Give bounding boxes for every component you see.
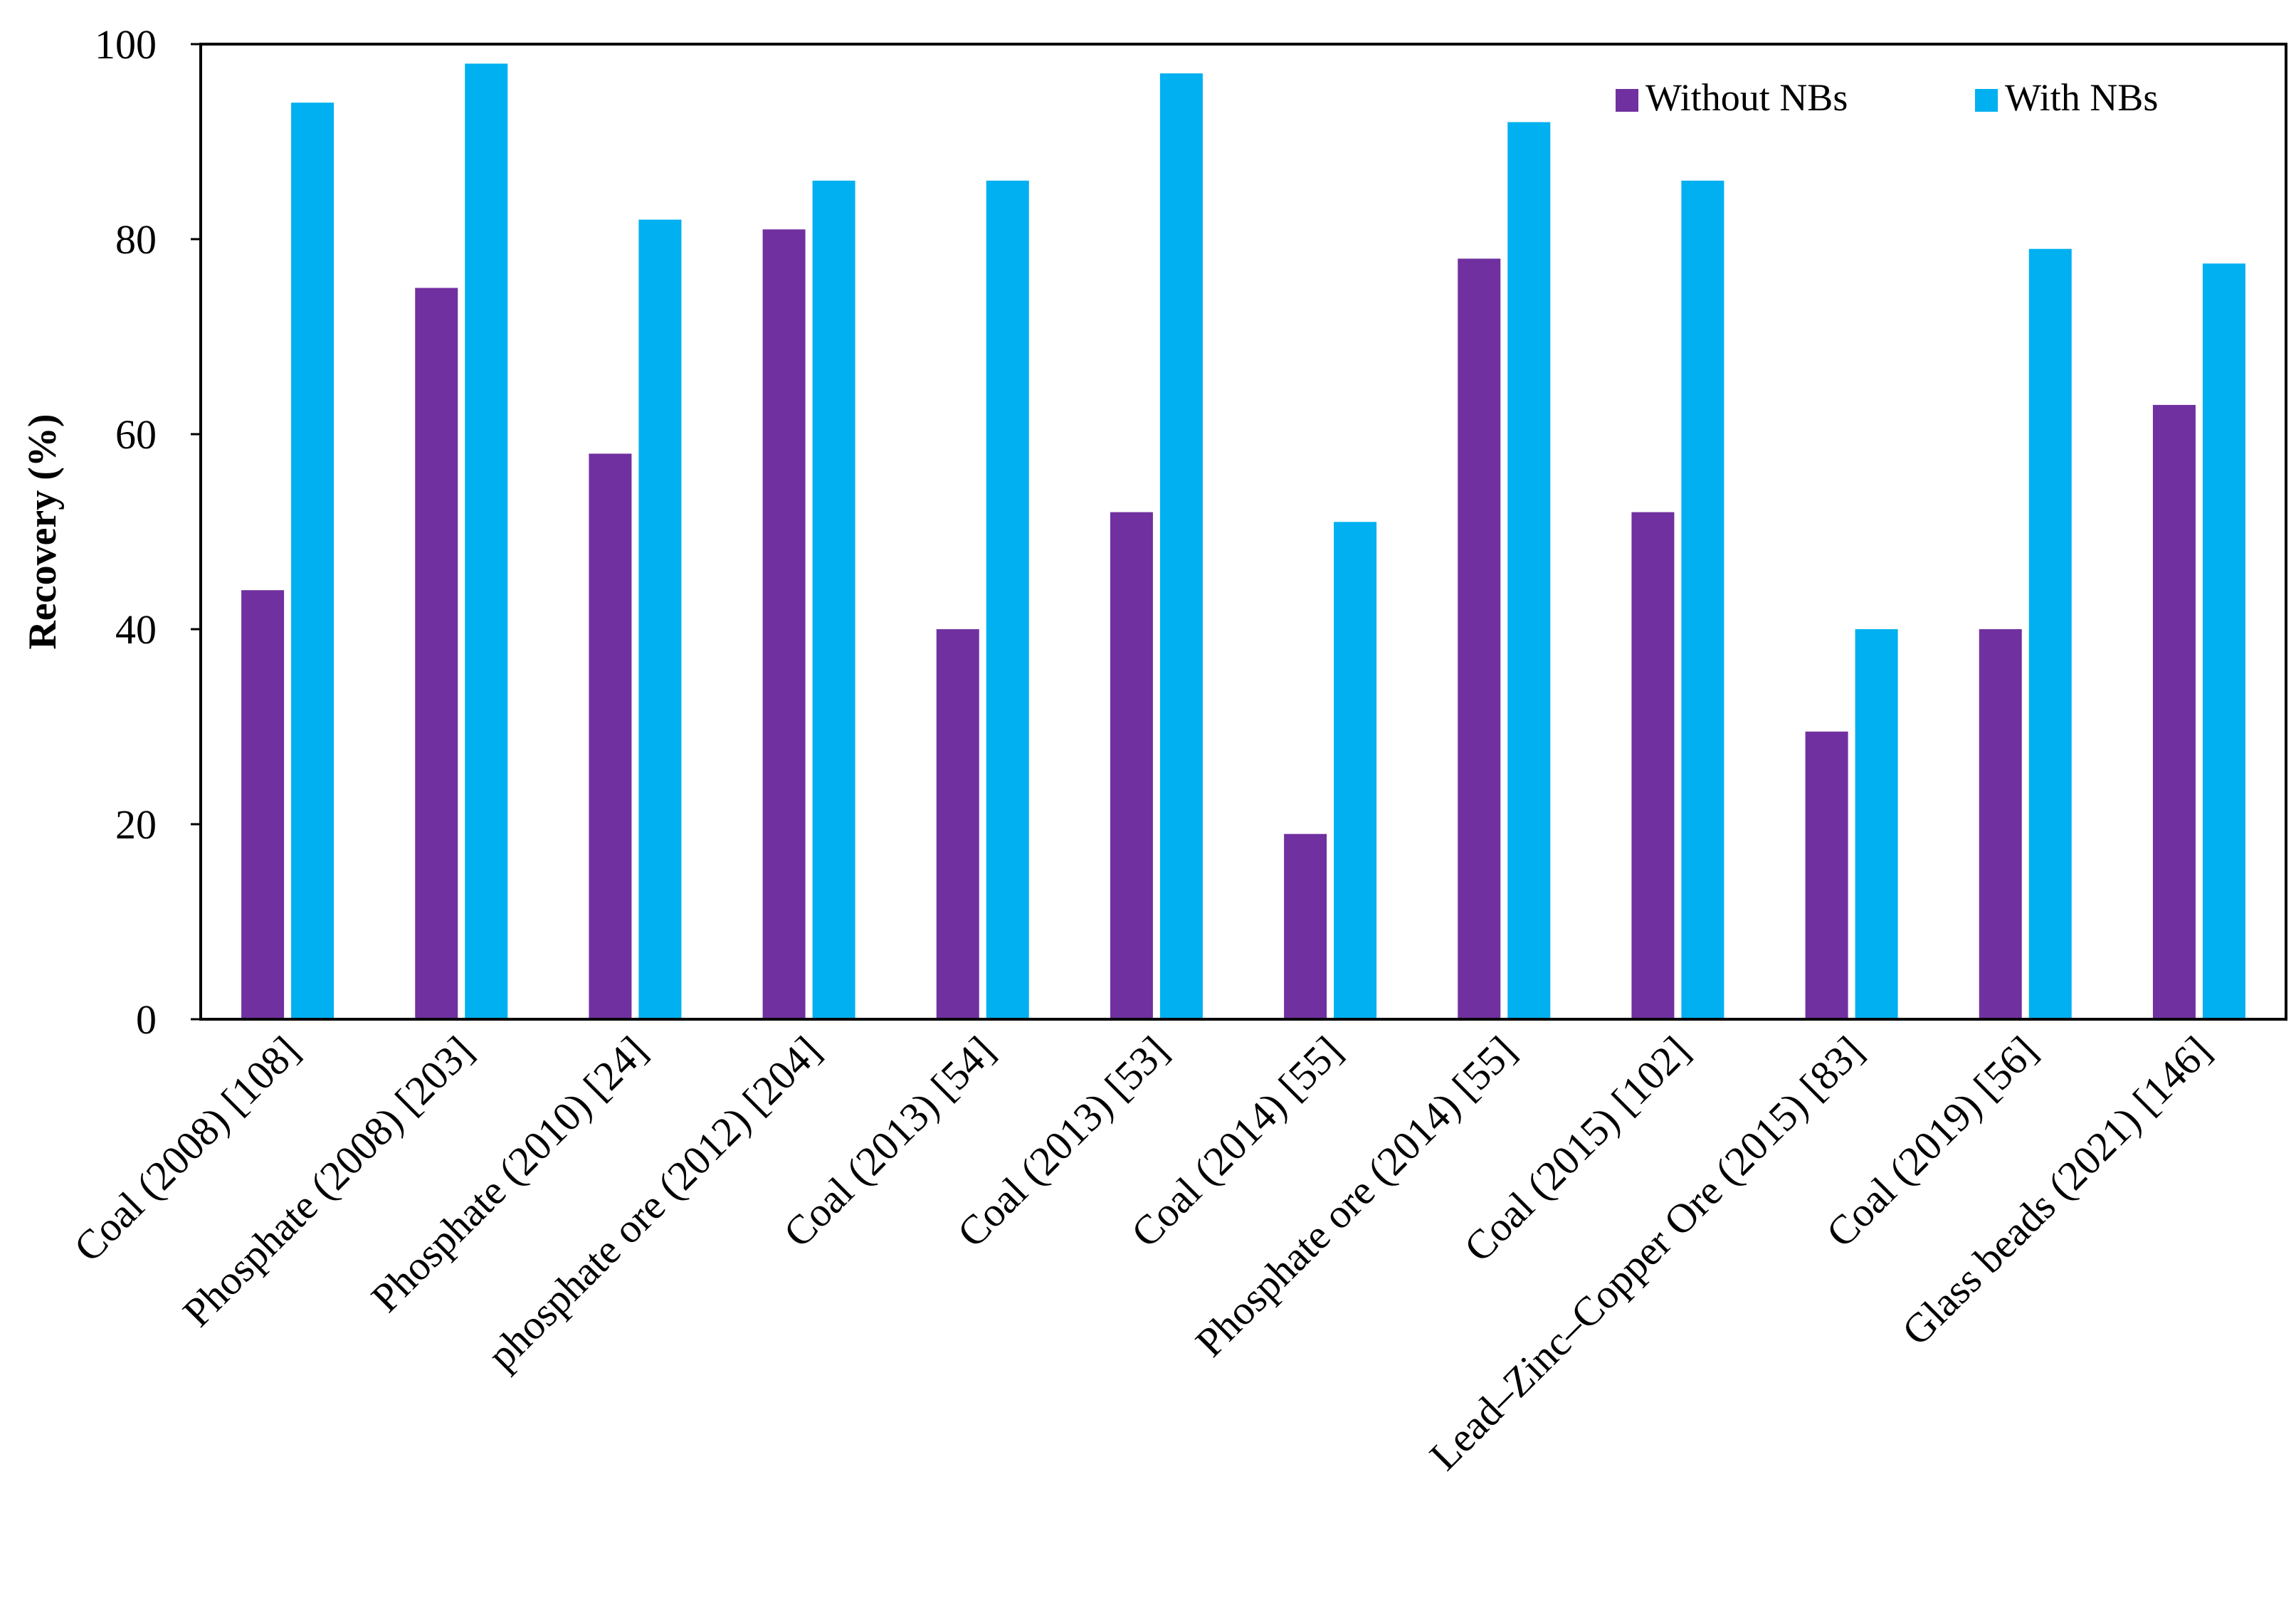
y-tick-label: 80 (115, 216, 157, 263)
x-category-label: Phosphate ore (2014) [55] (1186, 1027, 1524, 1365)
legend-swatch-without-nbs (1616, 89, 1638, 112)
bar-with-nbs (2202, 263, 2245, 1019)
bars (241, 63, 2245, 1020)
y-tick-label: 40 (115, 606, 157, 653)
bar-without-nbs (1110, 512, 1153, 1019)
bar-with-nbs (291, 102, 335, 1020)
bar-without-nbs (1631, 512, 1675, 1019)
bar-with-nbs (2028, 248, 2072, 1020)
bar-with-nbs (812, 180, 855, 1019)
bar-with-nbs (638, 219, 682, 1020)
x-category-label: Phosphate (2008) [203] (174, 1027, 482, 1335)
bar-with-nbs (1159, 73, 1203, 1020)
bar-with-nbs (1334, 522, 1377, 1019)
y-axis-label: Recovery (%) (21, 414, 65, 649)
bar-without-nbs (589, 453, 632, 1019)
y-axis-label-group: Recovery (%) (21, 414, 65, 649)
bar-without-nbs (2152, 404, 2196, 1019)
legend-swatch-with-nbs (1975, 89, 1998, 112)
category-labels: Coal (2008) [108]Phosphate (2008) [203]P… (65, 1027, 2220, 1479)
bar-with-nbs (465, 63, 508, 1019)
y-tick-label: 0 (136, 996, 157, 1043)
y-tick-label: 20 (115, 801, 157, 848)
plot-frame (199, 43, 2287, 1021)
bar-without-nbs (241, 590, 285, 1019)
bar-with-nbs (986, 180, 1029, 1019)
y-tick-label: 100 (95, 21, 157, 68)
bar-without-nbs (762, 229, 806, 1019)
bar-with-nbs (1507, 122, 1551, 1020)
bar-without-nbs (1284, 833, 1327, 1019)
bar-without-nbs (936, 629, 979, 1019)
bar-with-nbs (1855, 629, 1898, 1019)
bar-without-nbs (1805, 731, 1848, 1019)
y-tick-label: 60 (115, 411, 157, 458)
legend-label-without-nbs: Without NBs (1645, 76, 1848, 119)
legend-label-with-nbs: With NBs (2005, 76, 2158, 119)
y-axis-ticks: 0 20 40 60 80 100 (95, 21, 201, 1043)
bar-without-nbs (1458, 258, 1501, 1019)
bar-without-nbs (1979, 629, 2022, 1019)
bar-with-nbs (1681, 180, 1724, 1019)
legend: Without NBs With NBs (1616, 76, 2158, 119)
x-category-label: phosphate ore (2012) [204] (478, 1027, 830, 1379)
x-category-label: Glass beads (2021) [146] (1893, 1027, 2220, 1354)
bar-without-nbs (415, 288, 458, 1019)
